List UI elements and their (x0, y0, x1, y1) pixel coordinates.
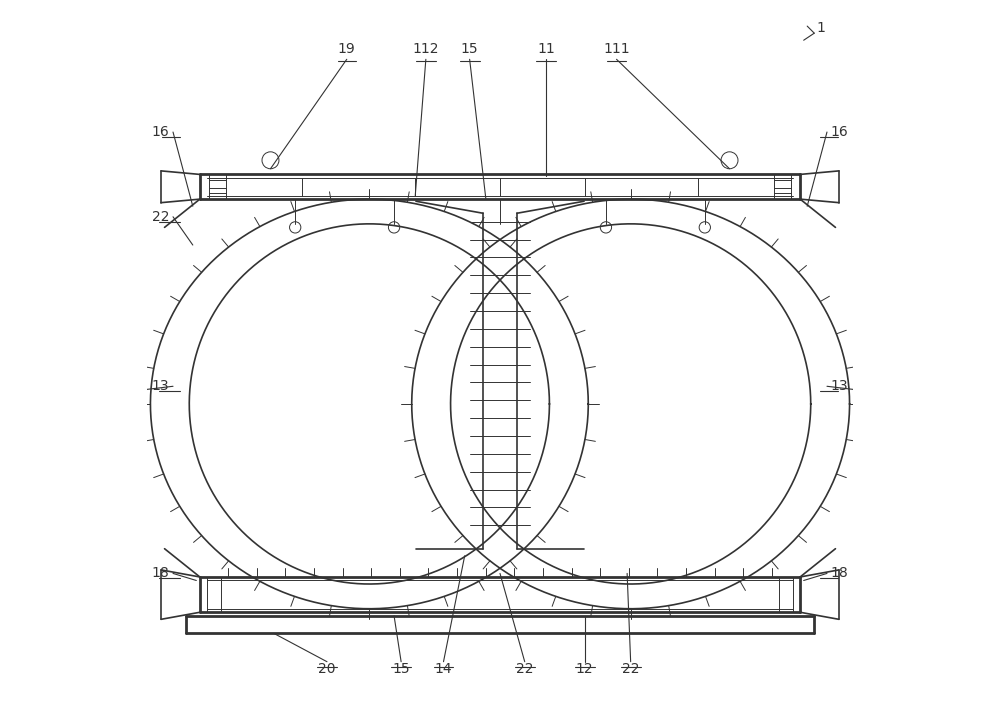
Text: 11: 11 (537, 43, 555, 57)
Text: 1: 1 (817, 21, 826, 35)
Text: 15: 15 (392, 661, 410, 676)
Text: 112: 112 (413, 43, 439, 57)
Text: 13: 13 (831, 379, 848, 393)
Text: 13: 13 (152, 379, 169, 393)
Text: 15: 15 (461, 43, 478, 57)
Text: 16: 16 (152, 125, 169, 139)
Text: 111: 111 (603, 43, 630, 57)
Text: 22: 22 (622, 661, 639, 676)
Text: 12: 12 (576, 661, 594, 676)
Text: 18: 18 (831, 566, 848, 581)
Text: 22: 22 (152, 210, 169, 224)
Text: 14: 14 (435, 661, 452, 676)
Text: 22: 22 (516, 661, 533, 676)
Text: 19: 19 (338, 43, 356, 57)
Text: 18: 18 (152, 566, 169, 581)
Text: 16: 16 (831, 125, 848, 139)
Text: 20: 20 (318, 661, 336, 676)
